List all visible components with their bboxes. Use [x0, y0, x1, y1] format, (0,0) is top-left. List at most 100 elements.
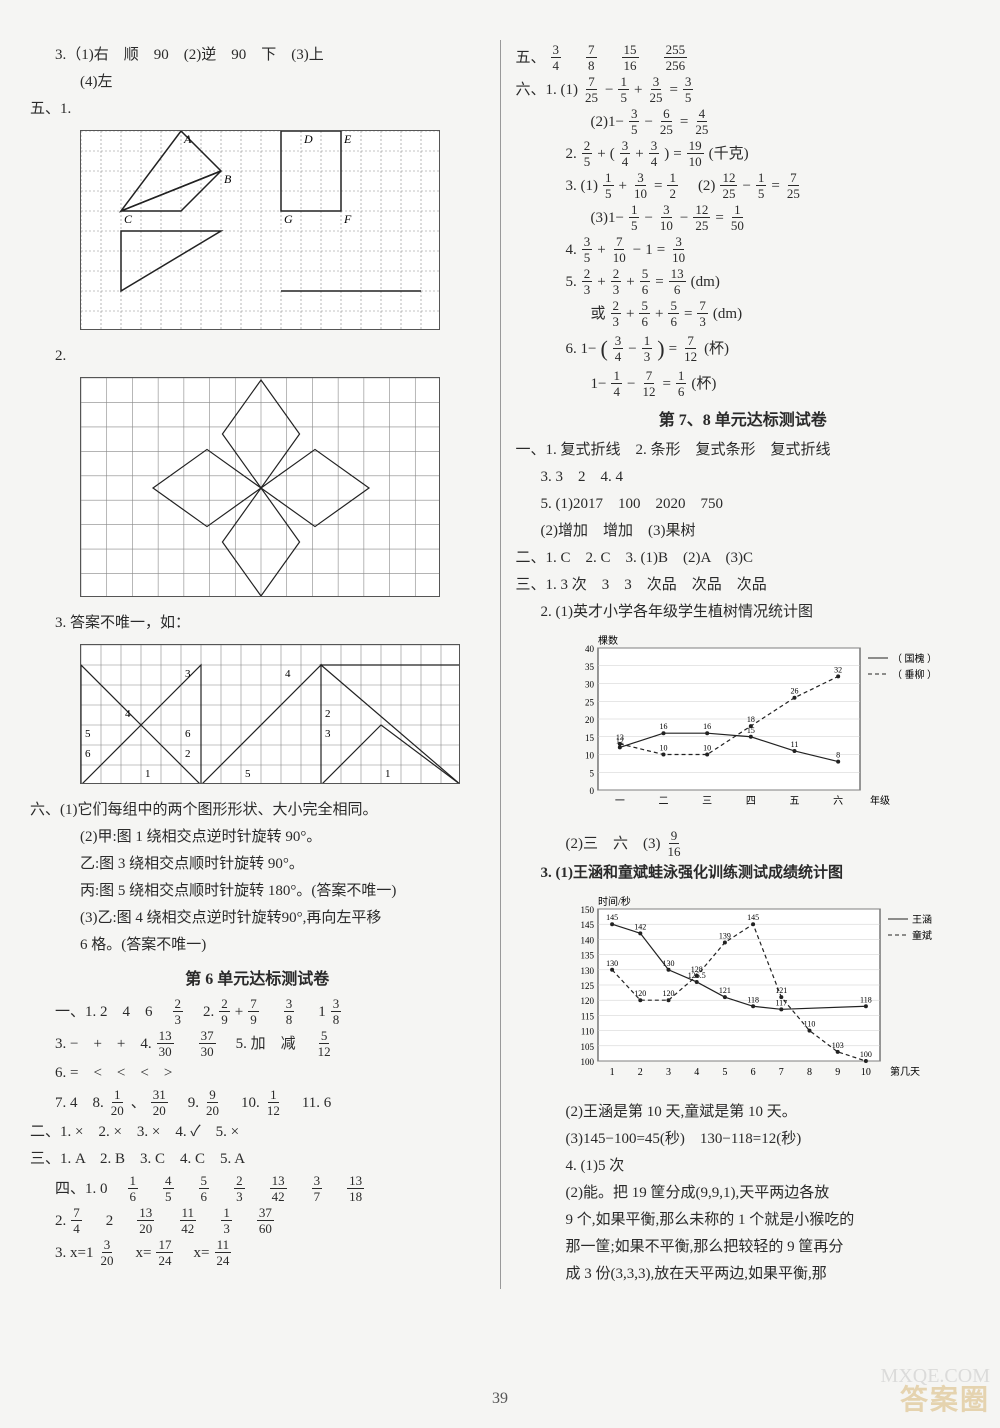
- svg-text:130: 130: [606, 959, 618, 968]
- chart2-box: 1001051101151201251301351401451501234567…: [556, 891, 971, 1094]
- svg-text:142: 142: [634, 923, 646, 932]
- svg-text:5: 5: [245, 768, 251, 780]
- svg-text:121: 121: [775, 986, 787, 995]
- svg-text:3: 3: [666, 1067, 671, 1078]
- svg-text:5: 5: [722, 1067, 727, 1078]
- svg-text:18: 18: [746, 715, 754, 724]
- svg-text:9: 9: [835, 1067, 840, 1078]
- svg-text:145: 145: [747, 913, 759, 922]
- svg-text:第几天: 第几天: [890, 1065, 920, 1078]
- unit6-title: 第 6 单元达标测试卷: [30, 965, 485, 989]
- r-wu: 五、34 78 1516 255256: [516, 43, 971, 72]
- svg-text:10: 10: [659, 744, 667, 753]
- unit6-er: 二、1. × 2. × 3. × 4. ✓ 5. ×: [30, 1120, 485, 1144]
- svg-text:30: 30: [585, 680, 595, 690]
- svg-text:145: 145: [606, 913, 618, 922]
- u78-yi: 一、1. 复式折线 2. 条形 复式条形 复式折线3. 3 2 4. 45. (…: [516, 438, 971, 543]
- svg-text:B: B: [224, 172, 232, 186]
- column-divider: [500, 40, 501, 1289]
- svg-text:135: 135: [580, 951, 594, 961]
- svg-text:5: 5: [85, 728, 91, 740]
- svg-text:1: 1: [145, 768, 151, 780]
- figure-3-grid: 3 4 4 2 5 6 3 6 2 1 5 1: [80, 644, 460, 784]
- svg-text:7: 7: [778, 1067, 783, 1078]
- svg-text:10: 10: [703, 744, 711, 753]
- svg-text:1: 1: [385, 768, 391, 780]
- svg-text:一: 一: [614, 796, 624, 807]
- svg-text:130: 130: [580, 966, 594, 976]
- svg-text:13: 13: [615, 733, 623, 742]
- svg-text:6: 6: [185, 728, 191, 740]
- svg-text:三: 三: [702, 796, 712, 807]
- svg-text:128: 128: [690, 965, 702, 974]
- svg-text:26: 26: [790, 687, 798, 696]
- svg-text:6: 6: [85, 748, 91, 760]
- svg-text:2: 2: [637, 1067, 642, 1078]
- unit6-section-si: 四、1. 0 16 45 56 23 1342 37 13182. 74 2 1…: [30, 1174, 485, 1267]
- u78-san1: 三、1. 3 次 3 3 次品 次品 次品: [516, 573, 971, 597]
- svg-text:118: 118: [860, 995, 872, 1004]
- svg-text:121: 121: [718, 986, 730, 995]
- svg-text:4: 4: [285, 668, 291, 680]
- svg-text:E: E: [343, 132, 352, 146]
- svg-text:150: 150: [580, 905, 594, 915]
- unit6-san: 三、1. A 2. B 3. C 4. C 5. A: [30, 1147, 485, 1171]
- svg-text:6: 6: [750, 1067, 755, 1078]
- svg-text:5: 5: [589, 768, 594, 778]
- svg-text:六: 六: [833, 795, 843, 807]
- svg-text:（ 垂柳 ）: （ 垂柳 ）: [892, 668, 937, 681]
- svg-text:40: 40: [585, 644, 595, 654]
- svg-text:年级: 年级: [870, 794, 890, 807]
- unit78-title: 第 7、8 单元达标测试卷: [516, 406, 971, 430]
- svg-text:2: 2: [325, 708, 331, 720]
- svg-text:二: 二: [658, 796, 668, 807]
- svg-text:16: 16: [659, 722, 667, 731]
- svg-text:118: 118: [747, 995, 759, 1004]
- svg-text:3: 3: [325, 728, 331, 740]
- chart-1-tree-planting: 0510152025303540一二三四五六棵数年级12161615118131…: [560, 634, 940, 814]
- svg-text:35: 35: [585, 662, 595, 672]
- left-column: 3.（1)右 顺 90 (2)逆 90 下 (3)上 (4)左 五、1. ADE…: [30, 40, 485, 1289]
- u78-tail: (2)王涵是第 10 天,童斌是第 10 天。(3)145−100=45(秒) …: [516, 1100, 971, 1286]
- svg-text:20: 20: [585, 715, 595, 725]
- svg-text:2: 2: [185, 748, 191, 760]
- svg-text:棵数: 棵数: [598, 634, 618, 647]
- section-six-lines: 六、(1)它们每组中的两个图形形状、大小完全相同。(2)甲:图 1 绕相交点逆时…: [30, 798, 485, 957]
- svg-text:F: F: [343, 212, 352, 226]
- l-q3: 3.（1)右 顺 90 (2)逆 90 下 (3)上: [30, 43, 485, 67]
- right-column: 五、34 78 1516 255256 六、1. (1)725−15+325=3…: [516, 40, 971, 1289]
- svg-text:120: 120: [634, 989, 646, 998]
- watermark-main: 答案圈: [900, 1378, 990, 1418]
- svg-text:D: D: [303, 132, 313, 146]
- svg-text:100: 100: [580, 1057, 594, 1067]
- chart-2-swim: 1001051101151201251301351401451501234567…: [560, 895, 960, 1085]
- svg-text:四: 四: [745, 796, 755, 807]
- u78-san2: 2. (1)英才小学各年级学生植树情况统计图: [516, 600, 971, 624]
- svg-text:110: 110: [580, 1027, 594, 1037]
- svg-text:C: C: [124, 212, 133, 226]
- svg-text:4: 4: [694, 1067, 699, 1078]
- u78-er: 二、1. C 2. C 3. (1)B (2)A (3)C: [516, 546, 971, 570]
- svg-text:8: 8: [836, 751, 840, 760]
- svg-text:120: 120: [662, 989, 674, 998]
- svg-text:125: 125: [580, 981, 594, 991]
- svg-text:0: 0: [589, 786, 594, 796]
- svg-text:G: G: [284, 212, 293, 226]
- svg-text:五: 五: [789, 796, 799, 807]
- svg-text:10: 10: [585, 751, 595, 761]
- svg-text:3: 3: [185, 668, 191, 680]
- u78-san2b: (2)三 六 (3)916: [516, 829, 971, 858]
- r-liu: 六、1. (1)725−15+325=35(2)1−35−625=4252. 2…: [516, 75, 971, 398]
- svg-text:25: 25: [585, 697, 595, 707]
- svg-text:童斌: 童斌: [912, 929, 932, 942]
- l-q3label: 3. 答案不唯一，如：: [30, 611, 485, 635]
- svg-text:4: 4: [125, 708, 131, 720]
- svg-text:110: 110: [803, 1020, 815, 1029]
- svg-text:A: A: [183, 132, 192, 146]
- svg-text:145: 145: [580, 920, 594, 930]
- figure-1-grid: A D E B C G F: [80, 130, 440, 330]
- l-wu-label: 五、1.: [30, 97, 485, 121]
- svg-text:时间/秒: 时间/秒: [598, 895, 631, 908]
- figure-2-petals: [80, 377, 440, 597]
- svg-text:16: 16: [703, 722, 711, 731]
